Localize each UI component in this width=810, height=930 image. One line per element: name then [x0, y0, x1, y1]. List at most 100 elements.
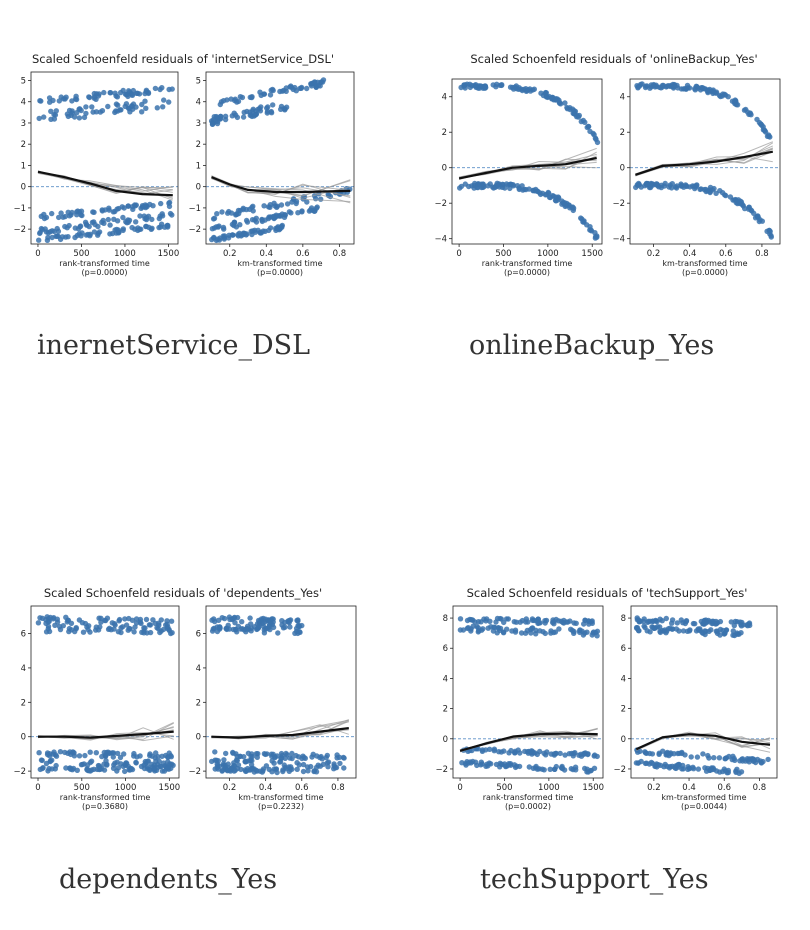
residual-point [654, 764, 660, 770]
residual-point [730, 632, 736, 638]
residual-point [86, 94, 93, 101]
residual-point [752, 215, 759, 221]
residual-point [536, 620, 542, 626]
residual-point [324, 752, 330, 759]
residual-point [91, 90, 98, 97]
residual-point [126, 217, 133, 223]
residual-point [293, 625, 300, 632]
y-tick-label: 4 [442, 93, 447, 103]
y-tick-label: 8 [443, 614, 448, 624]
residual-point [277, 759, 283, 765]
x-tick-label: 1500 [582, 783, 604, 793]
chart-title: Scaled Schoenfeld residuals of 'techSupp… [467, 586, 748, 600]
residual-point [480, 181, 486, 188]
residual-point [90, 209, 96, 215]
residual-point [246, 206, 253, 212]
residual-point [305, 768, 311, 774]
residual-point [589, 632, 595, 638]
residual-point [149, 225, 155, 231]
residual-point [553, 750, 559, 757]
residual-point [656, 84, 663, 91]
residual-point [472, 180, 478, 187]
x-axis-label: rank-transformed time [482, 259, 573, 268]
residual-point [118, 107, 124, 113]
p-value-label: (p=0.0000) [257, 268, 303, 277]
residual-point [717, 632, 723, 638]
y-tick-label: 4 [21, 664, 26, 674]
y-tick-label: 0 [442, 164, 447, 174]
residual-point [523, 86, 529, 92]
residual-point [83, 232, 90, 238]
residual-point [528, 626, 534, 633]
residual-point [82, 752, 88, 759]
residual-point [754, 756, 761, 763]
residual-point [143, 105, 149, 112]
residual-point [261, 203, 267, 209]
residual-point [143, 215, 150, 221]
y-tick-label: 1 [196, 161, 201, 171]
residual-point [581, 750, 587, 757]
residual-point [542, 630, 548, 637]
residual-point [214, 120, 221, 127]
residual-point [225, 235, 232, 241]
residual-point [247, 112, 253, 119]
residual-point [706, 628, 712, 635]
residual-point [703, 768, 710, 774]
y-tick-label: 6 [443, 644, 448, 654]
residual-point [510, 182, 516, 188]
residual-point [105, 216, 112, 223]
residual-point [209, 121, 216, 128]
residual-point [261, 630, 268, 636]
p-value-label: (p=0.2232) [258, 802, 304, 811]
residual-point [480, 626, 486, 632]
residual-point [280, 768, 286, 775]
residual-point [156, 215, 162, 222]
residual-point [633, 760, 640, 766]
residual-point [341, 765, 347, 771]
residual-point [53, 108, 59, 114]
plot-frame [451, 78, 603, 245]
plot-frame [30, 605, 180, 779]
residual-point [494, 81, 500, 88]
residual-point [722, 630, 728, 637]
residual-point [240, 114, 247, 120]
residual-point [542, 620, 548, 626]
residual-point [517, 619, 523, 625]
residual-point [115, 765, 122, 771]
residual-point [694, 754, 701, 760]
residual-point [126, 88, 132, 94]
residual-point [77, 223, 84, 229]
residual-point [308, 81, 314, 87]
residual-point [89, 219, 96, 226]
residual-point [232, 620, 238, 626]
residual-point [123, 760, 129, 766]
residual-point [273, 212, 279, 218]
residual-point [88, 758, 95, 764]
residual-point [312, 79, 318, 86]
residual-point [591, 132, 597, 138]
residual-point [547, 194, 554, 201]
residual-point [264, 108, 271, 115]
residual-point [457, 185, 463, 191]
residual-point [155, 754, 161, 760]
lowess-trend-line [211, 176, 351, 194]
residual-point [131, 750, 137, 757]
residual-point [133, 219, 139, 225]
y-tick-label: 2 [196, 140, 201, 150]
residual-point [48, 108, 54, 115]
residual-point [113, 101, 120, 107]
residual-point [674, 620, 680, 626]
residual-point [298, 84, 305, 91]
residual-point [682, 752, 688, 758]
residual-point [572, 750, 578, 756]
residual-point [240, 205, 246, 211]
residual-point [692, 87, 698, 93]
residual-point [209, 617, 215, 623]
x-tick-label: 500 [73, 249, 89, 259]
residual-point [87, 629, 93, 635]
x-tick-label: 0.4 [259, 783, 273, 793]
y-tick-label: 4 [621, 674, 626, 684]
residual-point [158, 200, 164, 207]
residual-point [654, 624, 661, 630]
residual-point [483, 618, 489, 624]
